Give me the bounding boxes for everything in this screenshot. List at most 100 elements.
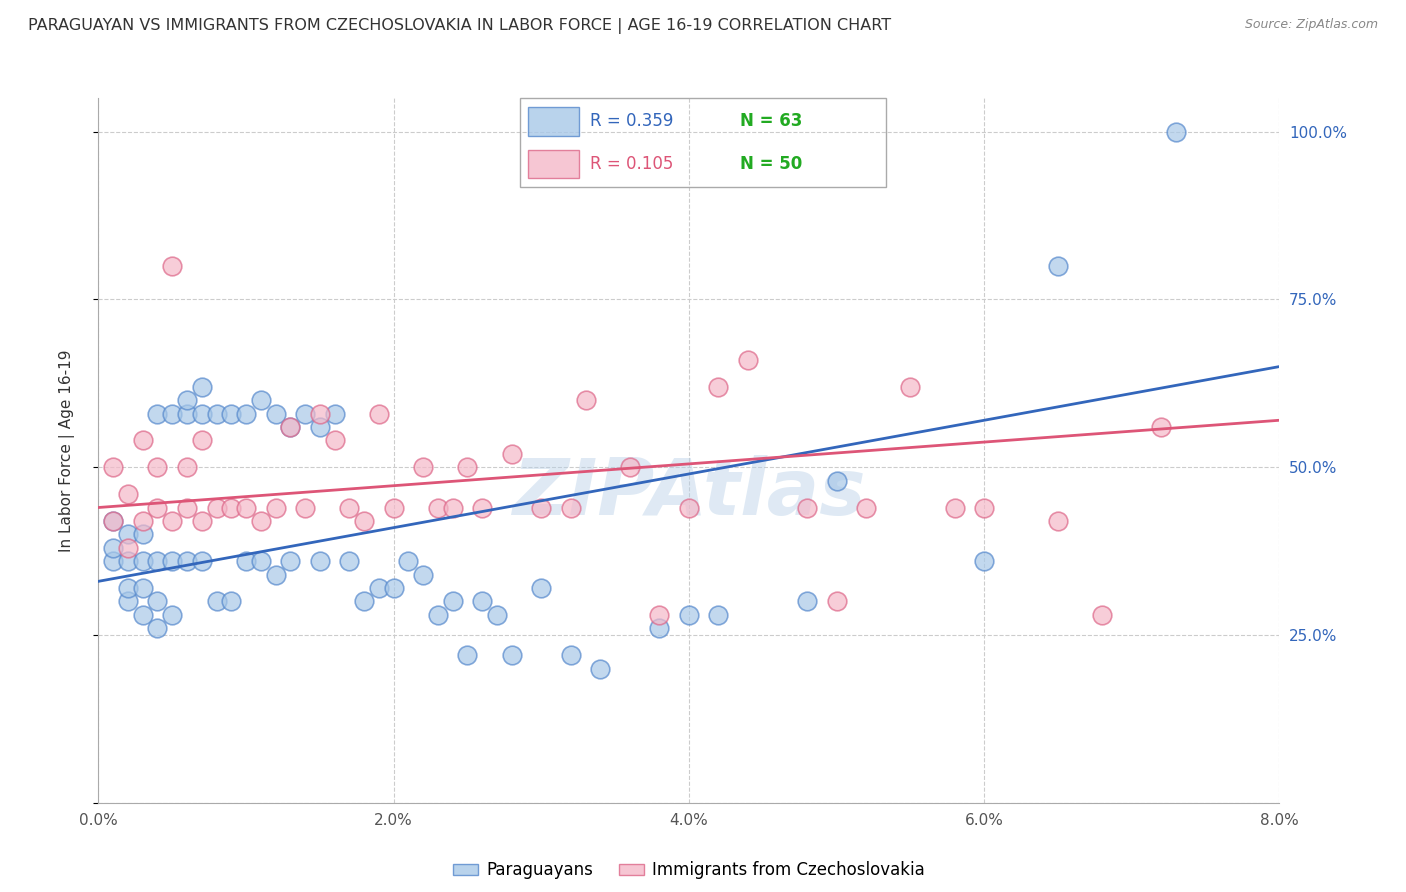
Point — [825, 594, 848, 608]
Point — [530, 500, 553, 515]
Point — [309, 420, 332, 434]
Legend: Paraguayans, Immigrants from Czechoslovakia: Paraguayans, Immigrants from Czechoslova… — [447, 855, 931, 886]
Point — [973, 500, 995, 515]
Point — [368, 581, 391, 595]
Point — [264, 567, 287, 582]
Point — [117, 594, 139, 608]
Point — [648, 621, 671, 635]
Point — [221, 594, 243, 608]
Point — [1166, 125, 1188, 139]
Point — [176, 554, 198, 568]
Point — [132, 514, 155, 528]
Point — [323, 407, 346, 421]
Text: R = 0.105: R = 0.105 — [589, 155, 673, 173]
Point — [678, 500, 700, 515]
Point — [146, 460, 169, 475]
Point — [235, 554, 257, 568]
Point — [117, 487, 139, 501]
Point — [707, 380, 730, 394]
Point — [280, 554, 302, 568]
Point — [648, 607, 671, 622]
Point — [205, 594, 228, 608]
Point — [353, 594, 375, 608]
Point — [146, 407, 169, 421]
Point — [309, 554, 332, 568]
Point — [1150, 420, 1173, 434]
Point — [943, 500, 966, 515]
Point — [191, 380, 214, 394]
Text: R = 0.359: R = 0.359 — [589, 112, 673, 130]
Point — [560, 500, 582, 515]
Point — [132, 554, 155, 568]
Point — [264, 500, 287, 515]
Point — [221, 407, 243, 421]
Point — [368, 407, 391, 421]
Point — [162, 259, 183, 273]
Point — [146, 621, 169, 635]
Text: PARAGUAYAN VS IMMIGRANTS FROM CZECHOSLOVAKIA IN LABOR FORCE | AGE 16-19 CORRELAT: PARAGUAYAN VS IMMIGRANTS FROM CZECHOSLOV… — [28, 18, 891, 34]
Point — [103, 541, 125, 555]
Point — [501, 447, 523, 461]
Point — [471, 500, 494, 515]
Point — [162, 554, 183, 568]
Point — [412, 460, 434, 475]
Point — [191, 407, 214, 421]
Point — [427, 500, 450, 515]
Point — [398, 554, 420, 568]
Point — [294, 500, 316, 515]
Point — [235, 500, 257, 515]
Point — [441, 500, 464, 515]
FancyBboxPatch shape — [527, 107, 579, 136]
Point — [575, 393, 598, 408]
Point — [382, 581, 405, 595]
Point — [162, 407, 183, 421]
Point — [412, 567, 434, 582]
Text: Source: ZipAtlas.com: Source: ZipAtlas.com — [1244, 18, 1378, 31]
Point — [132, 581, 155, 595]
FancyBboxPatch shape — [527, 150, 579, 178]
Point — [162, 514, 183, 528]
Point — [176, 500, 198, 515]
Point — [205, 500, 228, 515]
Point — [250, 514, 273, 528]
Point — [117, 541, 139, 555]
Point — [323, 434, 346, 448]
Point — [309, 407, 332, 421]
Point — [457, 460, 479, 475]
Point — [973, 554, 995, 568]
Point — [900, 380, 922, 394]
Point — [457, 648, 479, 662]
Point — [176, 460, 198, 475]
Point — [294, 407, 316, 421]
Point — [1046, 514, 1070, 528]
Point — [146, 554, 169, 568]
Point — [737, 352, 759, 367]
Point — [176, 407, 198, 421]
Point — [589, 662, 612, 676]
Point — [501, 648, 523, 662]
Point — [280, 420, 302, 434]
Text: N = 50: N = 50 — [740, 155, 801, 173]
Point — [132, 434, 155, 448]
Point — [530, 581, 553, 595]
Point — [235, 407, 257, 421]
Point — [1046, 259, 1070, 273]
Point — [132, 527, 155, 541]
Point — [162, 607, 183, 622]
Point — [117, 527, 139, 541]
Point — [353, 514, 375, 528]
Point — [560, 648, 582, 662]
Point — [855, 500, 877, 515]
Text: ZIPAtlas: ZIPAtlas — [512, 455, 866, 531]
Point — [250, 393, 273, 408]
Point — [486, 607, 509, 622]
Point — [146, 500, 169, 515]
Point — [619, 460, 641, 475]
Point — [103, 460, 125, 475]
Point — [1091, 607, 1114, 622]
Y-axis label: In Labor Force | Age 16-19: In Labor Force | Age 16-19 — [59, 349, 75, 552]
Point — [191, 514, 214, 528]
Point — [103, 514, 125, 528]
Point — [427, 607, 450, 622]
Point — [707, 607, 730, 622]
